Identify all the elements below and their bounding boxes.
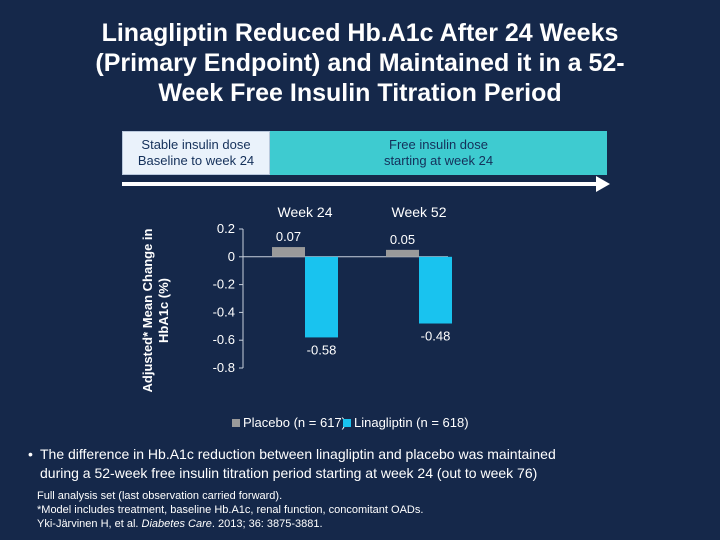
footnote-line-1: Full analysis set (last observation carr… [37,490,283,502]
legend-swatch [232,419,240,427]
citation-authors: Yki-Järvinen H, et al. [37,518,142,530]
legend: Placebo (n = 617) Linagliptin (n = 618) [232,415,469,430]
phase-free-line-1: Free insulin dose [389,137,488,152]
timeline-arrow-head [596,176,610,192]
bar-linagliptin [419,256,452,324]
citation-journal: Diabetes Care [141,518,212,530]
data-label: -0.58 [307,342,337,357]
y-tick-label: 0.2 [217,221,235,236]
title-line-3: Week Free Insulin Titration Period [158,79,562,107]
timeline-arrow [122,176,610,192]
data-label: -0.48 [421,329,451,344]
data-label: 0.05 [390,232,415,247]
footnotes: Full analysis set (last observation carr… [37,489,697,531]
bar-linagliptin [305,256,338,338]
y-tick-label: -0.2 [213,277,235,292]
category-label: Week 52 [392,204,447,220]
data-label: 0.07 [276,229,301,244]
y-tick-label: 0 [228,249,235,264]
key-finding-bullet: • The difference in Hb.A1c reduction bet… [28,445,690,483]
legend-swatch [343,419,351,427]
title-line-1: Linagliptin Reduced Hb.A1c After 24 Week… [101,19,619,47]
title-line-2: (Primary Endpoint) and Maintained it in … [95,49,625,77]
bullet-line-1: The difference in Hb.A1c reduction betwe… [40,446,556,462]
phase-free-line-2: starting at week 24 [383,153,494,168]
y-tick-label: -0.8 [213,360,235,375]
category-label: Week 24 [278,204,333,220]
data-labels: Week 24 0.07 -0.58 Week 52 0.05 -0.48 [276,204,450,357]
bars [272,247,452,338]
footnote-line-2: *Model includes treatment, baseline Hb.A… [37,504,424,516]
footnote-citation: Yki-Järvinen H, et al. Diabetes Care. 20… [37,517,697,531]
legend-label: Linagliptin (n = 618) [354,415,469,430]
phase-stable-line-1: Stable insulin dose [141,137,251,152]
bullet-marker: • [28,446,33,462]
bar-placebo [272,247,305,257]
y-tick-label: -0.6 [213,332,235,347]
slide-title: Linagliptin Reduced Hb.A1c After 24 Week… [20,18,700,108]
phase-stable-insulin-box: Stable insulin dose Baseline to week 24 [122,131,270,175]
citation-details: . 2013; 36: 3875-3881. [211,518,323,530]
y-tick-label: -0.4 [213,304,235,319]
legend-label: Placebo (n = 617) [243,415,346,430]
phase-free-insulin-box: Free insulin dose starting at week 24 [270,131,607,175]
bar-placebo [386,249,419,257]
y-axis-title-line-2: HbA1c (%) [156,278,171,343]
y-axis-title-line-1: Adjusted* Mean Change in [140,228,155,392]
bullet-line-2: during a 52-week free insulin titration … [40,465,538,481]
phase-stable-line-2: Baseline to week 24 [137,153,255,168]
